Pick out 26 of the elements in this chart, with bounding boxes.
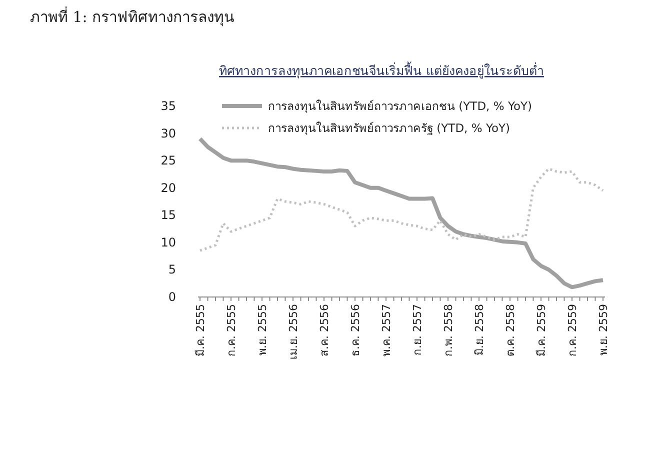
x-tick-label: มิ.ย. 2558 xyxy=(473,304,486,356)
x-tick-label: ต.ค. 2558 xyxy=(504,304,517,356)
x-tick-label: พ.ย. 2555 xyxy=(256,304,269,356)
y-tick-label: 20 xyxy=(160,180,176,195)
y-tick-label: 30 xyxy=(160,126,176,140)
y-tick-label: 0 xyxy=(168,290,176,304)
x-tick-label: พ.ย. 2559 xyxy=(597,304,610,356)
x-tick-label: เม.ย. 2556 xyxy=(287,304,300,360)
x-tick-label: มี.ค. 2555 xyxy=(194,304,207,356)
x-tick-label: ก.ย. 2557 xyxy=(411,304,424,356)
x-tick-label: พ.ค. 2557 xyxy=(380,304,393,356)
y-tick-label: 5 xyxy=(168,262,176,277)
x-tick-label: ธ.ค. 2556 xyxy=(349,304,362,356)
chart-subtitle: ทิศทางการลงทุนภาคเอกชนจีนเริ่มฟื้น แต่ยังคงอยู่ในระดับต่ำ xyxy=(219,61,544,79)
x-tick-label: ก.ค. 2555 xyxy=(225,304,238,356)
y-tick-label: 10 xyxy=(160,235,176,250)
x-tick-label: ส.ค. 2556 xyxy=(318,304,331,356)
legend-label: การลงทุนในสินทรัพย์ถาวรภาครัฐ (YTD, % YoY) xyxy=(268,121,510,135)
chart-title: ภาพที่ 1: กราฟทิศทางการลงทุน xyxy=(30,6,234,27)
x-tick-label: ก.ค. 2559 xyxy=(566,304,579,356)
y-tick-label: 35 xyxy=(160,99,176,113)
x-tick-label: ก.พ. 2558 xyxy=(442,304,455,356)
y-tick-label: 15 xyxy=(160,208,176,222)
x-tick-label: มี.ค. 2559 xyxy=(535,304,548,356)
legend-label: การลงทุนในสินทรัพย์ถาวรภาคเอกชน (YTD, % YoY) xyxy=(268,99,532,113)
y-tick-label: 25 xyxy=(160,154,176,168)
